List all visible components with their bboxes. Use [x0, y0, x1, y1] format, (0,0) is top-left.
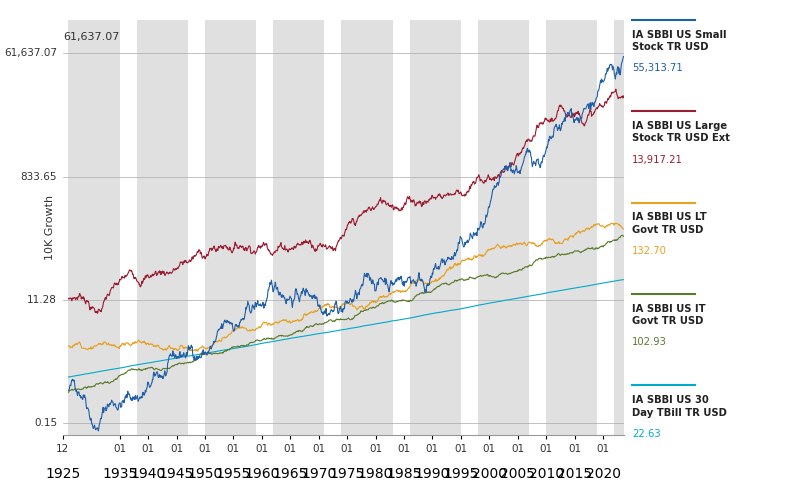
Bar — [205, 20, 256, 435]
Text: IA SBBI US LT
Govt TR USD: IA SBBI US LT Govt TR USD — [632, 212, 706, 235]
Text: 132.70: 132.70 — [632, 246, 666, 256]
Bar — [410, 20, 461, 435]
Text: 0.15: 0.15 — [34, 418, 57, 428]
Bar — [68, 20, 119, 435]
Bar — [341, 20, 392, 435]
Text: 13,917.21: 13,917.21 — [632, 155, 683, 165]
Text: 55,313.71: 55,313.71 — [632, 63, 683, 73]
Bar — [615, 20, 626, 435]
Text: 11.28: 11.28 — [27, 294, 57, 305]
Bar — [546, 20, 597, 435]
Text: 833.65: 833.65 — [20, 171, 57, 181]
Text: 22.63: 22.63 — [632, 429, 660, 439]
Bar — [137, 20, 188, 435]
Bar — [478, 20, 529, 435]
Text: 61,637.07: 61,637.07 — [4, 48, 57, 58]
Text: IA SBBI US IT
Govt TR USD: IA SBBI US IT Govt TR USD — [632, 304, 706, 326]
Text: 61,637.07: 61,637.07 — [64, 32, 120, 42]
Text: 102.93: 102.93 — [632, 337, 666, 347]
Text: IA SBBI US Small
Stock TR USD: IA SBBI US Small Stock TR USD — [632, 30, 726, 52]
Y-axis label: 10K Growth: 10K Growth — [46, 195, 55, 260]
Text: IA SBBI US Large
Stock TR USD Ext: IA SBBI US Large Stock TR USD Ext — [632, 121, 730, 143]
Bar — [273, 20, 324, 435]
Text: IA SBBI US 30
Day TBill TR USD: IA SBBI US 30 Day TBill TR USD — [632, 395, 727, 417]
